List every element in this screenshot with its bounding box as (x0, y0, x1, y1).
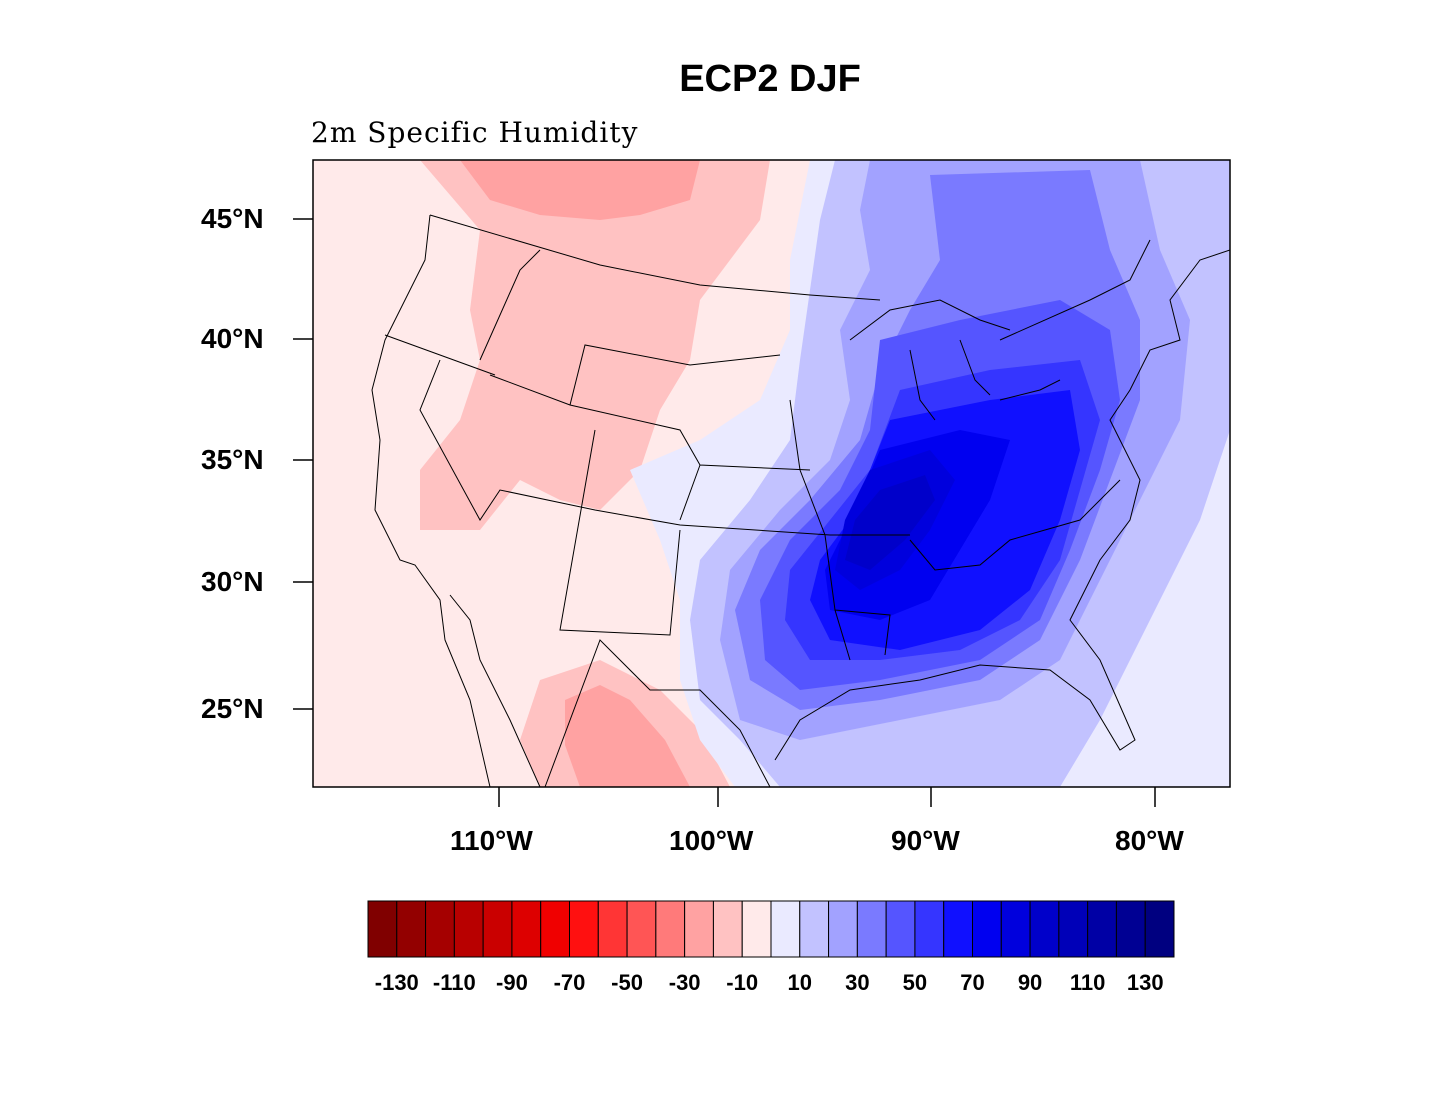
colorbar-label: 10 (787, 970, 813, 995)
colorbar-box (1087, 900, 1117, 958)
canada-border (429, 214, 1151, 341)
plot-subtitle: 2m Specific Humidity (311, 116, 639, 149)
colorbar-box (943, 900, 974, 958)
contour-fill-neg-20 (460, 160, 700, 220)
colorbar-box (1058, 900, 1089, 958)
colorbar-box (712, 900, 743, 958)
colorbar-box (856, 900, 887, 958)
colorbar-box (569, 900, 599, 958)
colorbar (367, 900, 1175, 958)
colorbar-box (741, 900, 772, 958)
colorbar-label: -50 (611, 970, 643, 995)
lon-label: 100°W (669, 825, 754, 856)
gulf-coastline (544, 249, 1230, 787)
colorbar-label: -90 (496, 970, 528, 995)
colorbar-box (626, 900, 657, 958)
colorbar-box (684, 900, 714, 958)
colorbar-label: -70 (553, 970, 586, 995)
colorbar-label: 30 (845, 970, 870, 995)
colorbar-box (396, 900, 427, 958)
colorbar-box (770, 900, 801, 958)
lat-label: 35°N (201, 444, 264, 475)
lat-label: 30°N (201, 566, 264, 597)
colorbar-box (914, 900, 945, 958)
colorbar-label: -130 (374, 970, 419, 995)
plot-title: ECP2 DJF (679, 58, 861, 100)
colorbar-box (425, 900, 455, 958)
great-lakes (849, 299, 1061, 421)
colorbar-box (1115, 900, 1146, 958)
colorbar-box (799, 900, 830, 958)
coastlines (371, 214, 1230, 787)
colorbar-label: 50 (902, 970, 928, 995)
axis-ticks (293, 218, 1156, 807)
lon-label: 80°W (1115, 825, 1184, 856)
lat-label: 45°N (201, 203, 264, 234)
colorbar-box (1144, 900, 1175, 958)
colorbar-box (1029, 900, 1060, 958)
contour-fill-neg-10 (420, 160, 770, 530)
colorbar-label: -10 (726, 970, 759, 995)
lat-label: 40°N (201, 323, 264, 354)
contour-fill-100 (845, 475, 935, 570)
colorbar-box (453, 900, 484, 958)
colorbar-box (1000, 900, 1031, 958)
plot-frame (312, 159, 1231, 788)
colorbar-box (828, 900, 858, 958)
map-contours (313, 160, 1230, 787)
colorbar-label: 90 (1017, 970, 1043, 995)
colorbar-box (482, 900, 513, 958)
state-lines (384, 249, 1121, 661)
colorbar-label: -110 (432, 970, 476, 995)
colorbar-box (540, 900, 571, 958)
colorbar-box (367, 900, 398, 958)
lon-label: 110°W (450, 825, 533, 856)
colorbar-label: -30 (668, 970, 701, 995)
colorbar-label: 70 (960, 970, 985, 995)
colorbar-label: 110 (1069, 970, 1106, 995)
colorbar-box (597, 900, 628, 958)
colorbar-label: 130 (1126, 970, 1164, 995)
lat-label: 25°N (201, 693, 264, 724)
west-coastline (371, 214, 491, 787)
lon-label: 90°W (891, 825, 960, 856)
colorbar-box (885, 900, 916, 958)
colorbar-box (511, 900, 542, 958)
colorbar-box (655, 900, 686, 958)
contour-fill-neg-20-south (565, 685, 690, 787)
colorbar-box (972, 900, 1002, 958)
baja-coast (449, 594, 541, 787)
